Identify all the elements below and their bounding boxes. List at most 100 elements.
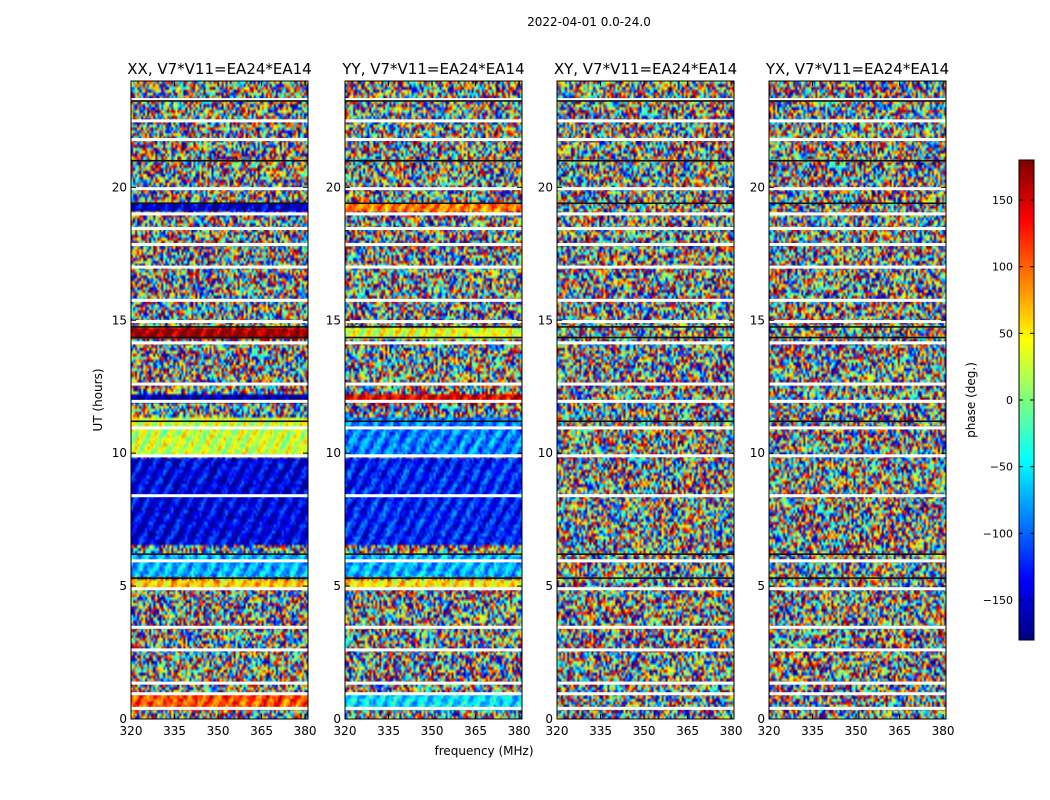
flag-band: [769, 587, 946, 591]
flag-band: [131, 692, 308, 696]
y-tick-label: 5: [119, 579, 127, 593]
flag-band: [769, 212, 946, 216]
y-tick-label: 0: [333, 712, 341, 726]
panel-1: XX, V7*V11=EA24*EA14 320 335 350 365 380 0 5 10 1…: [112, 60, 317, 738]
x-tick-label: 380: [720, 724, 743, 738]
y-tick-label: 20: [538, 180, 553, 194]
flag-band: [131, 298, 308, 302]
flag-band: [345, 265, 522, 269]
dark-band: [557, 100, 734, 102]
flag-band: [557, 320, 734, 324]
flag-band: [345, 98, 522, 102]
flag-band: [557, 559, 734, 563]
x-tick-label: 380: [294, 724, 317, 738]
dark-band: [769, 336, 946, 339]
flag-band: [131, 320, 308, 324]
dark-band: [131, 577, 308, 579]
y-tick-label: 0: [545, 712, 553, 726]
flag-band: [131, 382, 308, 386]
x-tick-label: 365: [250, 724, 273, 738]
x-tick-label: 365: [676, 724, 699, 738]
figure-suptitle: 2022-04-01 0.0-24.0: [527, 15, 651, 29]
flag-band: [557, 212, 734, 216]
flag-band: [557, 242, 734, 246]
panel-3: XY, V7*V11=EA24*EA14 320 335 350 365 380 0 5 10 1…: [538, 60, 743, 738]
y-tick-label: 20: [750, 180, 765, 194]
flag-band: [345, 681, 522, 685]
panel-title: YX, V7*V11=EA24*EA14: [765, 60, 949, 78]
panel-title: XY, V7*V11=EA24*EA14: [554, 60, 737, 78]
dark-band: [131, 159, 308, 162]
colorbar-tick-label: −50: [990, 461, 1013, 474]
dark-band: [769, 553, 946, 555]
panel-2: YY, V7*V11=EA24*EA14 320 335 350 365 380 0 5 10 1…: [326, 60, 531, 738]
x-tick-label: 320: [546, 724, 569, 738]
dark-band: [769, 326, 946, 328]
panel-frame: [556, 80, 735, 720]
flag-band: [131, 98, 308, 102]
flag-band: [769, 137, 946, 141]
flag-band: [345, 341, 522, 345]
y-tick-label: 10: [538, 446, 553, 460]
flag-band: [131, 625, 308, 629]
y-tick-label: 15: [112, 313, 127, 327]
flag-band: [131, 559, 308, 563]
flag-band: [769, 227, 946, 231]
flag-band: [131, 242, 308, 246]
flag-band: [557, 681, 734, 685]
flag-band: [557, 454, 734, 458]
flag-band: [769, 494, 946, 498]
dark-band: [345, 577, 522, 579]
dark-band: [131, 553, 308, 555]
dark-band: [557, 202, 734, 205]
dark-band: [131, 420, 308, 423]
y-tick-label: 0: [119, 712, 127, 726]
flag-band: [769, 706, 946, 710]
flag-band: [131, 119, 308, 123]
flag-band: [345, 298, 522, 302]
flag-band: [345, 227, 522, 231]
y-tick-label: 10: [112, 446, 127, 460]
dark-band: [557, 336, 734, 339]
flag-band: [345, 692, 522, 696]
dark-band: [769, 159, 946, 162]
dark-band: [557, 420, 734, 423]
y-tick-label: 15: [538, 313, 553, 327]
dark-band: [345, 553, 522, 555]
flag-band: [557, 706, 734, 710]
y-tick-label: 10: [750, 446, 765, 460]
dark-band: [769, 420, 946, 423]
colorbar-tick-label: 0: [1006, 394, 1013, 407]
flag-band: [345, 399, 522, 403]
flag-band: [131, 187, 308, 191]
dark-band: [131, 100, 308, 102]
x-tick-label: 350: [845, 724, 868, 738]
dark-band: [345, 420, 522, 423]
x-tick-label: 335: [589, 724, 612, 738]
x-tick-label: 335: [801, 724, 824, 738]
flag-band: [557, 227, 734, 231]
flag-band: [769, 559, 946, 563]
colorbar-label: phase (deg.): [964, 362, 978, 438]
x-tick-label: 320: [334, 724, 357, 738]
flag-band: [557, 119, 734, 123]
x-tick-label: 320: [758, 724, 781, 738]
panels-group: XX, V7*V11=EA24*EA14 320 335 350 365 380 0 5 10 1…: [112, 60, 955, 738]
flag-band: [345, 587, 522, 591]
colorbar-tick-label: −150: [983, 594, 1013, 607]
flag-band: [769, 454, 946, 458]
flag-band: [345, 382, 522, 386]
flag-band: [557, 382, 734, 386]
y-tick-label: 15: [326, 313, 341, 327]
x-tick-label: 365: [888, 724, 911, 738]
y-tick-label: 5: [545, 579, 553, 593]
flag-band: [345, 187, 522, 191]
dark-band: [131, 202, 308, 205]
y-tick-label: 20: [326, 180, 341, 194]
y-tick-label: 10: [326, 446, 341, 460]
panel-title: YY, V7*V11=EA24*EA14: [341, 60, 524, 78]
flag-band: [557, 137, 734, 141]
flag-band: [345, 242, 522, 246]
flag-band: [769, 298, 946, 302]
